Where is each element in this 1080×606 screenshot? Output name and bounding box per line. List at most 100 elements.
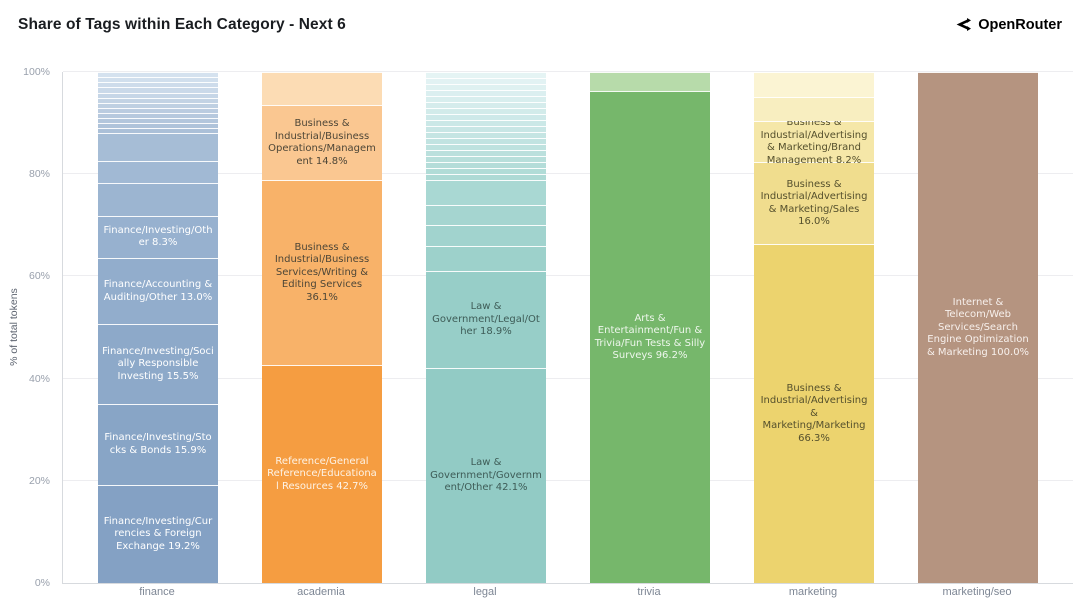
bar-segment: [426, 155, 546, 162]
gridline: [63, 71, 1073, 72]
bar-segment: Business & Industrial/Advertising & Mark…: [754, 117, 874, 166]
x-axis-label: finance: [139, 586, 175, 598]
bar-segment: [426, 96, 546, 102]
bar-segment: Business & Industrial/Advertising & Mark…: [754, 244, 874, 583]
bar-segment: [426, 107, 546, 114]
bar-segment-label: Finance/Investing/Other 8.3%: [103, 224, 213, 249]
bar-segment: [426, 113, 546, 120]
bar-segment: [98, 87, 218, 93]
page-title: Share of Tags within Each Category - Nex…: [18, 16, 346, 33]
bar-segment: [754, 72, 874, 98]
bar-segment: [426, 131, 546, 138]
bar-segment: [426, 125, 546, 132]
bar-segment-label: Finance/Investing/Currencies & Foreign E…: [103, 515, 213, 552]
bar-segment-label: Internet & Telecom/Web Services/Search E…: [926, 296, 1030, 358]
bar-column: Arts & Entertainment/Fun & Trivia/Fun Te…: [590, 72, 710, 583]
y-tick-label: 20%: [28, 474, 50, 487]
bar-segment-label: Law & Government/Legal/Other 18.9%: [432, 301, 540, 338]
bar-segment: [426, 78, 546, 85]
bar-marketing/seo: Internet & Telecom/Web Services/Search E…: [896, 72, 1060, 583]
bar-segment: [426, 204, 546, 225]
bar-segment: [426, 173, 546, 180]
y-tick-label: 0%: [34, 577, 50, 589]
bar-segment: [590, 72, 710, 92]
x-axis-label: trivia: [637, 586, 661, 598]
bar-segment-label: Business & Industrial/Business Operation…: [268, 118, 376, 167]
bar-segment: [98, 102, 218, 108]
bar-segment: [98, 107, 218, 113]
bar-segment: [98, 77, 218, 83]
bar-segment: [98, 128, 218, 134]
gridline: [63, 377, 1073, 379]
bar-finance: Finance/Investing/Currencies & Foreign E…: [76, 72, 240, 583]
gridline: [63, 173, 1073, 175]
bar-legal: Law & Government/Government/Other 42.1% L…: [404, 72, 568, 583]
bar-segment: [426, 119, 546, 126]
bar-column: Finance/Investing/Currencies & Foreign E…: [98, 72, 218, 583]
plot-area: Finance/Investing/Currencies & Foreign E…: [62, 71, 1073, 584]
bars-container: Finance/Investing/Currencies & Foreign E…: [63, 72, 1073, 583]
bar-segment: [426, 102, 546, 108]
brand-name: OpenRouter: [978, 16, 1062, 33]
bar-segment-label: Business & Industrial/Advertising & Mark…: [760, 382, 868, 444]
bar-segment: [98, 112, 218, 119]
bar-segment: [426, 84, 546, 91]
bar-segment: [426, 90, 546, 97]
y-axis-ticks: 0% 20% 40% 60% 80% 100%: [0, 66, 56, 589]
x-axis-label: marketing: [788, 586, 838, 598]
y-tick-label: 60%: [28, 270, 50, 283]
bar-segment: [426, 143, 546, 150]
bar-segment: Arts & Entertainment/Fun & Trivia/Fun Te…: [590, 91, 710, 583]
bar-segment-label: Reference/General Reference/Educational …: [267, 455, 377, 492]
bar-segment: [98, 183, 218, 216]
bar-segment: [426, 167, 546, 174]
y-tick-label: 40%: [28, 372, 50, 385]
x-axis-label: academia: [297, 586, 345, 598]
bar-segment: [426, 72, 546, 79]
bar-segment: [98, 92, 218, 98]
bar-column: Business & Industrial/Advertising & Mark…: [754, 72, 874, 583]
bar-segment: [426, 137, 546, 144]
x-axis-label: marketing/seo: [942, 586, 1012, 598]
bar-segment: [98, 72, 218, 78]
bar-segment: Finance/Investing/Currencies & Foreign E…: [98, 484, 218, 583]
bar-segment: Finance/Investing/Stocks & Bonds 15.9%: [98, 403, 218, 485]
bar-segment: [426, 246, 546, 272]
bar-segment: [98, 97, 218, 103]
bar-segment: [98, 82, 218, 88]
bar-column: Reference/General Reference/Educational …: [262, 72, 382, 583]
bar-trivia: Arts & Entertainment/Fun & Trivia/Fun Te…: [568, 72, 732, 583]
bar-segment: Business & Industrial/Business Services/…: [262, 180, 382, 365]
bar-academia: Reference/General Reference/Educational …: [240, 72, 404, 583]
bar-segment: [98, 118, 218, 124]
bar-segment-label: Business & Industrial/Advertising & Mark…: [760, 117, 868, 166]
bar-segment: [98, 123, 218, 129]
bar-segment-label: Finance/Accounting & Auditing/Other 13.0…: [103, 279, 213, 303]
bar-segment: [98, 133, 218, 162]
bar-segment: [754, 97, 874, 121]
bar-segment: Finance/Accounting & Auditing/Other 13.0…: [98, 258, 218, 325]
bar-segment-label: Business & Industrial/Advertising & Mark…: [760, 178, 868, 228]
bar-segment-label: Law & Government/Government/Other 42.1%: [430, 457, 542, 494]
bar-segment: [262, 72, 382, 105]
bar-column: Internet & Telecom/Web Services/Search E…: [918, 72, 1038, 583]
gridline: [63, 275, 1073, 277]
openrouter-logo-icon: [954, 16, 972, 33]
bar-segment: Finance/Investing/Socially Responsible I…: [98, 324, 218, 404]
bar-segment-label: Arts & Entertainment/Fun & Trivia/Fun Te…: [594, 312, 706, 362]
bar-segment: Reference/General Reference/Educational …: [262, 364, 382, 583]
bar-segment-label: Finance/Investing/Stocks & Bonds 15.9%: [104, 432, 212, 456]
bar-segment-label: Business & Industrial/Business Services/…: [274, 241, 370, 303]
y-tick-label: 80%: [28, 168, 50, 181]
bar-segment: [426, 161, 546, 168]
bar-segment: [98, 161, 218, 184]
bar-segment: Finance/Investing/Other 8.3%: [98, 215, 218, 259]
bar-segment: Business & Industrial/Advertising & Mark…: [754, 162, 874, 245]
x-axis-labels: finance academia legal trivia marketing marke…: [62, 586, 1072, 598]
bar-segment: Law & Government/Government/Other 42.1%: [426, 368, 546, 583]
bar-marketing: Business & Industrial/Advertising & Mark…: [732, 72, 896, 583]
bar-segment: Law & Government/Legal/Other 18.9%: [426, 271, 546, 368]
bar-segment: Internet & Telecom/Web Services/Search E…: [918, 72, 1038, 583]
bar-segment-label: Finance/Investing/Socially Responsible I…: [102, 345, 214, 382]
